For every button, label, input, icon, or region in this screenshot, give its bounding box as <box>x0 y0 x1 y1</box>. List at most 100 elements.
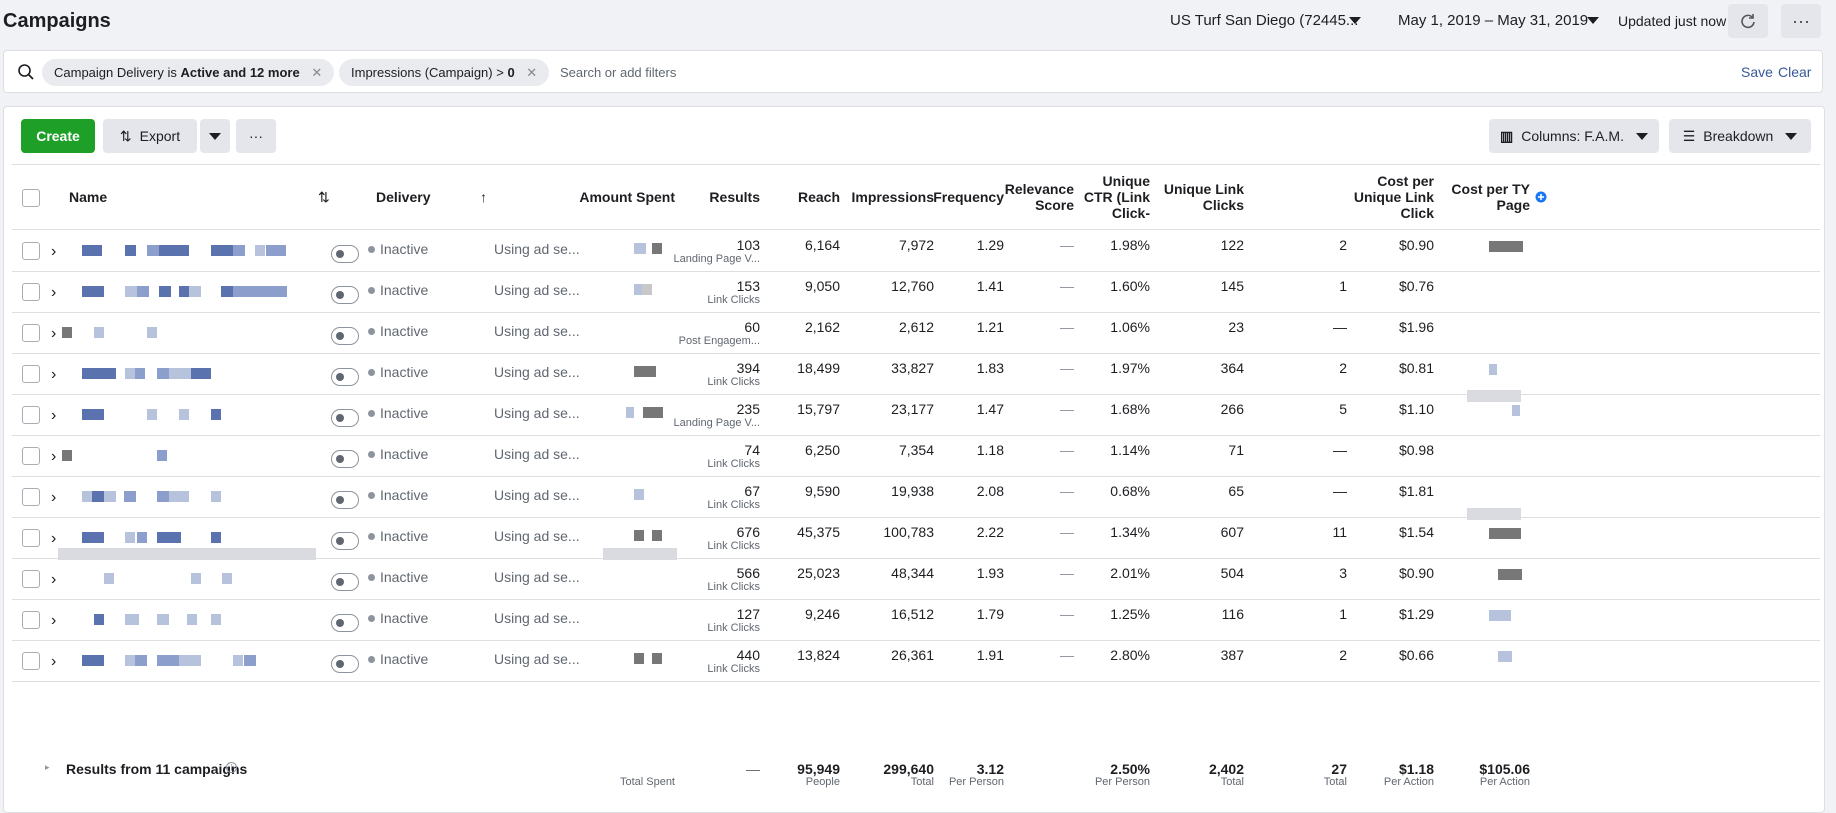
export-button[interactable]: ⇅ Export <box>103 119 197 153</box>
table-row[interactable]: › Inactive Using ad se... 235 Landing Page V… <box>12 395 1820 436</box>
campaign-toggle[interactable] <box>331 409 359 427</box>
campaign-toggle[interactable] <box>331 491 359 509</box>
add-column-icon[interactable] <box>1535 191 1547 203</box>
col-cost-per-unique-link-click[interactable]: Cost per Unique Link Click <box>1352 173 1434 221</box>
more-actions-button[interactable]: ··· <box>236 119 276 153</box>
redacted-name <box>157 450 167 461</box>
table-row[interactable]: › Inactive Using ad se... 74 Link Clicks 6,25… <box>12 436 1820 477</box>
campaign-toggle[interactable] <box>331 450 359 468</box>
col-impressions[interactable]: Impressions <box>851 189 934 205</box>
campaign-toggle[interactable] <box>331 655 359 673</box>
campaign-toggle[interactable] <box>331 532 359 550</box>
chevron-right-icon[interactable]: › <box>51 284 57 301</box>
col-delivery[interactable]: Delivery <box>376 189 431 205</box>
close-icon[interactable]: ✕ <box>311 65 323 80</box>
col-unique-ctr[interactable]: Unique CTR (Link Click- <box>1072 173 1150 221</box>
close-icon[interactable]: ✕ <box>526 65 538 80</box>
chevron-right-icon[interactable]: › <box>51 366 57 383</box>
filter-chip-delivery[interactable]: Campaign Delivery is Active and 12 more … <box>42 59 335 86</box>
col-name[interactable]: Name <box>69 189 108 205</box>
col-frequency[interactable]: Frequency <box>933 189 1004 205</box>
table-row[interactable]: › Inactive Using ad se... 103 Landing Page V… <box>12 231 1820 272</box>
campaign-toggle[interactable] <box>331 614 359 632</box>
row-checkbox[interactable] <box>22 242 40 260</box>
status-dot-icon <box>368 246 375 253</box>
account-selector[interactable]: US Turf San Diego (72445... <box>1170 12 1359 29</box>
sort-arrow-up-icon[interactable]: ↑ <box>480 189 487 205</box>
col-amount-spent[interactable]: Amount Spent <box>579 189 675 205</box>
table-row[interactable]: › Inactive Using ad se... 394 Link Clicks 18,… <box>12 354 1820 395</box>
chevron-down-icon <box>1785 132 1798 140</box>
campaign-toggle[interactable] <box>331 573 359 591</box>
col-unique-link-clicks[interactable]: Unique Link Clicks <box>1152 181 1244 213</box>
row-checkbox[interactable] <box>22 283 40 301</box>
export-label: Export <box>139 128 181 144</box>
chevron-right-icon[interactable]: › <box>51 612 57 629</box>
chevron-right-icon[interactable]: › <box>51 653 57 670</box>
col-unique-link-line1: Unique Link <box>1163 181 1244 197</box>
campaign-toggle[interactable] <box>331 368 359 386</box>
table-row[interactable]: › Inactive Using ad se... 127 Link Clicks 9,2… <box>12 600 1820 641</box>
table-row[interactable]: › Inactive Using ad se... 440 Link Clicks 13,… <box>12 641 1820 682</box>
chevron-right-icon[interactable]: › <box>51 407 57 424</box>
footer-ctr: 2.50% <box>1110 761 1150 777</box>
info-icon[interactable] <box>226 762 237 773</box>
row-checkbox[interactable] <box>22 324 40 342</box>
chevron-right-icon[interactable]: › <box>51 448 57 465</box>
filter-chip-impressions[interactable]: Impressions (Campaign) > 0 ✕ <box>339 59 550 86</box>
col-cost-per-ty-page[interactable]: Cost per TY Page <box>1438 181 1530 213</box>
redacted-amount <box>652 530 662 541</box>
chevron-right-icon[interactable]: › <box>51 530 57 547</box>
footer-reach: 95,949 <box>797 761 840 777</box>
row-checkbox[interactable] <box>22 447 40 465</box>
redacted-name <box>82 245 102 256</box>
filter-search-input[interactable]: Search or add filters <box>560 65 677 80</box>
delivery-status-text: Inactive <box>380 487 429 503</box>
chevron-right-icon[interactable]: › <box>51 325 57 342</box>
campaign-toggle[interactable] <box>331 327 359 345</box>
chevron-right-icon[interactable]: › <box>51 489 57 506</box>
redacted-name <box>157 655 179 666</box>
clear-filter-link[interactable]: Clear <box>1778 64 1812 80</box>
refresh-button[interactable] <box>1728 4 1768 38</box>
create-button[interactable]: Create <box>21 119 95 153</box>
col-reach[interactable]: Reach <box>797 189 840 205</box>
row-checkbox[interactable] <box>22 406 40 424</box>
redacted-name <box>125 614 139 625</box>
row-checkbox[interactable] <box>22 488 40 506</box>
campaign-toggle[interactable] <box>331 286 359 304</box>
table-row[interactable]: › Inactive Using ad se... 60 Post Engagem...… <box>12 313 1820 354</box>
col-results[interactable]: Results <box>709 189 760 205</box>
results-value: 60 <box>744 319 760 335</box>
search-icon <box>18 64 34 80</box>
col-relevance-score[interactable]: Relevance Score <box>1004 181 1074 213</box>
chevron-down-icon[interactable] <box>1349 17 1361 24</box>
date-range-picker[interactable]: May 1, 2019 – May 31, 2019 <box>1398 12 1589 29</box>
columns-button[interactable]: ▥ Columns: F.A.M. <box>1489 119 1659 153</box>
table-row[interactable]: › Inactive Using ad se... 153 Link Clicks 9,0… <box>12 272 1820 313</box>
row-checkbox[interactable] <box>22 652 40 670</box>
chevron-right-icon[interactable]: › <box>51 571 57 588</box>
row-checkbox[interactable] <box>22 611 40 629</box>
redacted-name <box>104 573 114 584</box>
footer-unique-clicks: 2,402 <box>1208 761 1244 777</box>
save-filter-link[interactable]: Save <box>1741 64 1773 80</box>
sort-icon[interactable]: ⇅ <box>318 189 330 205</box>
row-checkbox[interactable] <box>22 365 40 383</box>
select-all-checkbox[interactable] <box>22 189 40 207</box>
chevron-right-icon[interactable]: › <box>51 243 57 260</box>
redacted-name <box>179 286 189 297</box>
export-dropdown-button[interactable] <box>200 119 230 153</box>
chevron-down-icon[interactable] <box>1587 17 1599 24</box>
more-options-button[interactable]: ··· <box>1781 4 1821 38</box>
row-checkbox[interactable] <box>22 529 40 547</box>
row-checkbox[interactable] <box>22 570 40 588</box>
table-row[interactable]: › Inactive Using ad se... 676 Link Clicks 45,… <box>12 518 1820 559</box>
table-row[interactable]: › Inactive Using ad se... 67 Link Clicks 9,59… <box>12 477 1820 518</box>
delivery-status: Inactive <box>368 282 428 298</box>
campaign-toggle[interactable] <box>331 245 359 263</box>
frequency-value: 2.08 <box>976 483 1004 499</box>
table-row[interactable]: › Inactive Using ad se... 566 Link Clicks 25,… <box>12 559 1820 600</box>
breakdown-button[interactable]: ☰ Breakdown <box>1669 119 1811 153</box>
expand-icon[interactable]: ▸ <box>45 762 50 772</box>
